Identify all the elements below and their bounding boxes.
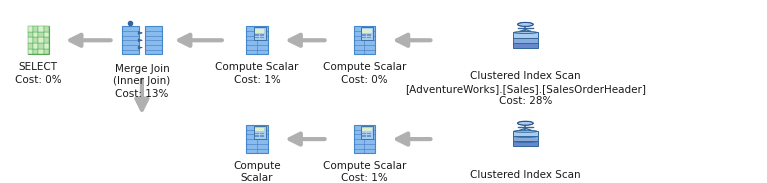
FancyBboxPatch shape <box>38 49 44 55</box>
Text: Compute Scalar
Cost: 1%: Compute Scalar Cost: 1% <box>216 62 298 85</box>
FancyBboxPatch shape <box>367 132 371 135</box>
Ellipse shape <box>514 42 537 43</box>
FancyBboxPatch shape <box>254 27 265 40</box>
FancyBboxPatch shape <box>254 126 265 139</box>
FancyBboxPatch shape <box>362 128 372 132</box>
FancyBboxPatch shape <box>145 26 162 55</box>
Text: Compute Scalar
Cost: 0%: Compute Scalar Cost: 0% <box>323 62 406 85</box>
FancyBboxPatch shape <box>513 136 538 141</box>
FancyBboxPatch shape <box>513 42 538 48</box>
FancyBboxPatch shape <box>255 34 258 36</box>
FancyBboxPatch shape <box>38 32 44 37</box>
Ellipse shape <box>514 140 537 142</box>
FancyBboxPatch shape <box>33 43 38 49</box>
FancyBboxPatch shape <box>255 29 265 33</box>
FancyBboxPatch shape <box>44 26 49 32</box>
Text: SELECT
Cost: 0%: SELECT Cost: 0% <box>15 62 61 85</box>
FancyBboxPatch shape <box>513 37 538 42</box>
FancyBboxPatch shape <box>513 141 538 146</box>
Text: Clustered Index Scan
[AdventureWorks].[Sales].[SalesOrderDetail]
Cost: 52%: Clustered Index Scan [AdventureWorks].[S… <box>408 170 643 183</box>
FancyBboxPatch shape <box>362 36 366 38</box>
FancyBboxPatch shape <box>33 32 38 37</box>
FancyBboxPatch shape <box>33 37 38 43</box>
FancyBboxPatch shape <box>513 131 538 136</box>
FancyBboxPatch shape <box>28 43 33 49</box>
FancyBboxPatch shape <box>28 26 33 32</box>
Ellipse shape <box>514 31 537 33</box>
FancyBboxPatch shape <box>44 32 49 37</box>
Ellipse shape <box>514 135 537 137</box>
Circle shape <box>518 121 533 125</box>
FancyBboxPatch shape <box>38 26 44 32</box>
FancyBboxPatch shape <box>362 34 366 36</box>
Circle shape <box>518 23 533 26</box>
FancyBboxPatch shape <box>367 135 371 137</box>
FancyBboxPatch shape <box>38 43 44 49</box>
FancyBboxPatch shape <box>28 37 33 43</box>
FancyBboxPatch shape <box>362 135 366 137</box>
FancyBboxPatch shape <box>362 132 366 135</box>
Circle shape <box>518 23 533 26</box>
Text: Compute
Scalar
Cost: 6%: Compute Scalar Cost: 6% <box>233 161 281 183</box>
Ellipse shape <box>514 130 537 132</box>
FancyBboxPatch shape <box>255 135 258 137</box>
FancyBboxPatch shape <box>246 125 268 153</box>
FancyBboxPatch shape <box>33 49 38 55</box>
FancyBboxPatch shape <box>246 26 268 55</box>
FancyBboxPatch shape <box>362 29 372 33</box>
FancyBboxPatch shape <box>260 34 264 36</box>
Text: Merge Join
(Inner Join)
Cost: 13%: Merge Join (Inner Join) Cost: 13% <box>114 64 170 99</box>
Ellipse shape <box>514 36 537 38</box>
Text: Compute Scalar
Cost: 1%: Compute Scalar Cost: 1% <box>323 161 406 183</box>
FancyBboxPatch shape <box>367 36 371 38</box>
FancyBboxPatch shape <box>260 36 264 38</box>
FancyBboxPatch shape <box>28 49 33 55</box>
FancyBboxPatch shape <box>513 32 538 38</box>
FancyBboxPatch shape <box>122 26 139 55</box>
FancyBboxPatch shape <box>255 36 258 38</box>
FancyBboxPatch shape <box>255 132 258 135</box>
FancyBboxPatch shape <box>44 49 49 55</box>
FancyBboxPatch shape <box>354 26 375 55</box>
FancyBboxPatch shape <box>33 26 38 32</box>
FancyBboxPatch shape <box>367 34 371 36</box>
FancyBboxPatch shape <box>361 126 373 139</box>
Text: Clustered Index Scan
[AdventureWorks].[Sales].[SalesOrderHeader]
Cost: 28%: Clustered Index Scan [AdventureWorks].[S… <box>405 71 646 106</box>
FancyBboxPatch shape <box>361 27 373 40</box>
FancyBboxPatch shape <box>260 132 264 135</box>
FancyBboxPatch shape <box>44 37 49 43</box>
FancyBboxPatch shape <box>255 128 265 132</box>
FancyBboxPatch shape <box>38 37 44 43</box>
FancyBboxPatch shape <box>44 43 49 49</box>
FancyBboxPatch shape <box>28 26 49 55</box>
FancyBboxPatch shape <box>260 135 264 137</box>
FancyBboxPatch shape <box>28 32 33 37</box>
FancyBboxPatch shape <box>354 125 375 153</box>
Circle shape <box>518 121 533 125</box>
